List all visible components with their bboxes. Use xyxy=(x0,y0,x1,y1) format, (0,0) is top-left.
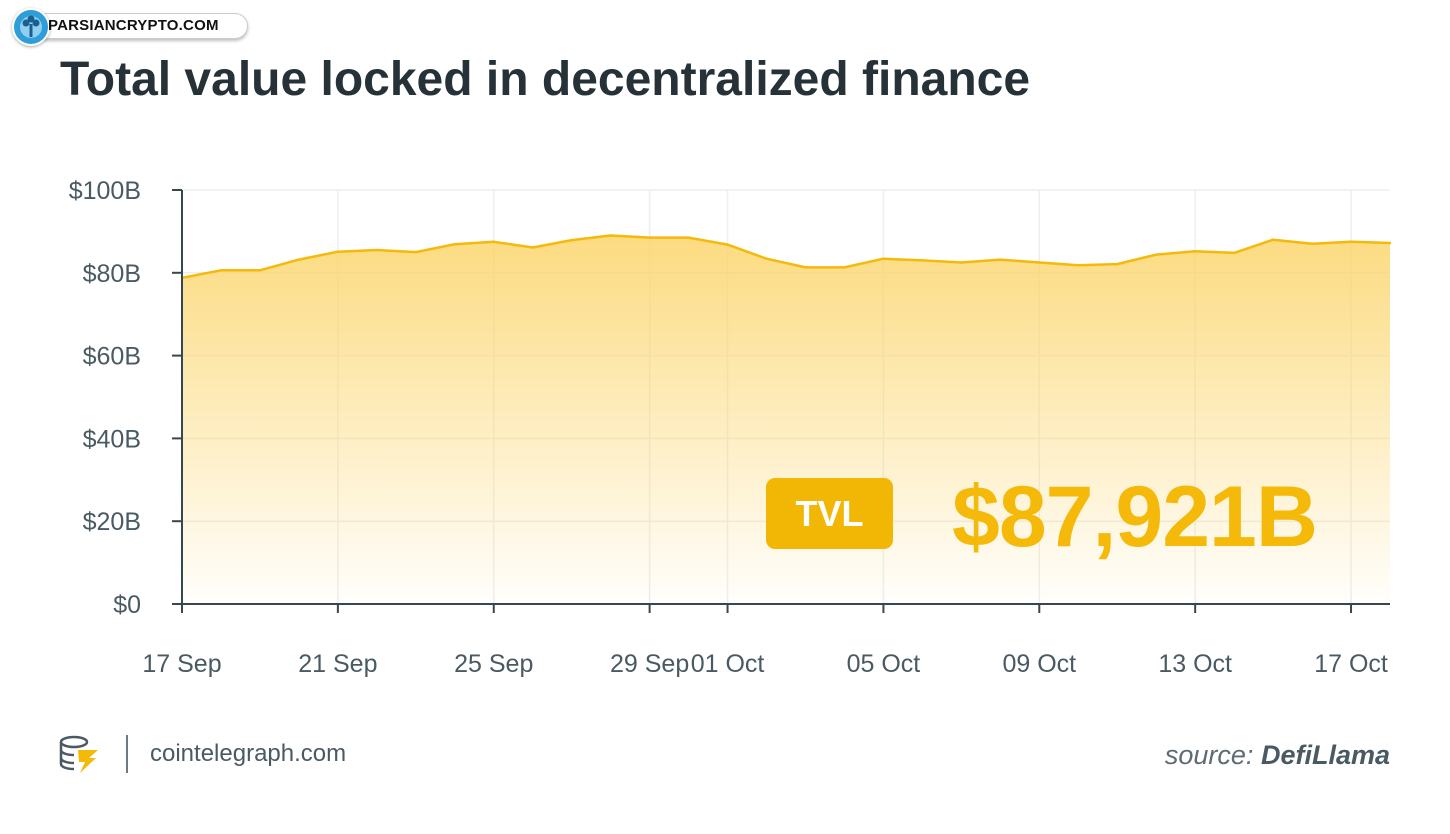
data-point xyxy=(1310,242,1314,246)
data-point xyxy=(999,258,1002,261)
y-tick-label: $80B xyxy=(83,260,141,288)
data-point xyxy=(453,243,456,246)
watermark-pill xyxy=(34,13,248,39)
x-tick-label: 21 Sep xyxy=(298,650,377,678)
chart-title: Total value locked in decentralized fina… xyxy=(60,53,1031,106)
data-point xyxy=(1077,264,1080,267)
tree-logo-icon xyxy=(12,8,50,46)
x-tick-label: 29 Sep xyxy=(610,650,689,678)
x-tick-label: 17 Oct xyxy=(1314,650,1388,678)
y-tick-label: $40B xyxy=(83,425,141,453)
data-point xyxy=(960,261,963,264)
data-point xyxy=(336,250,340,253)
data-point xyxy=(1038,261,1041,264)
x-tick-label: 09 Oct xyxy=(1002,650,1076,678)
watermark-text: PARSIANCRYPTO.COM xyxy=(48,17,219,34)
data-point xyxy=(375,248,379,252)
data-point xyxy=(531,246,534,249)
y-tick-label: $60B xyxy=(83,343,141,371)
x-tick-label: 01 Oct xyxy=(691,650,765,678)
y-tick-label: $100B xyxy=(69,177,141,205)
tvl-series-line xyxy=(181,234,1391,280)
data-point xyxy=(1232,251,1236,255)
source-credit: source: DefiLlama xyxy=(1165,740,1390,771)
footer-site: cointelegraph.com xyxy=(150,740,347,767)
tvl-badge: TVL xyxy=(766,478,893,549)
x-tick-label: 25 Sep xyxy=(454,650,533,678)
data-point xyxy=(804,266,807,269)
y-tick-label: $0 xyxy=(113,591,141,619)
data-point xyxy=(258,269,262,272)
data-point xyxy=(1193,250,1197,253)
data-point xyxy=(1154,253,1158,256)
data-point xyxy=(1349,240,1353,243)
data-point xyxy=(609,234,612,237)
data-point xyxy=(882,257,885,260)
tvl-area-fill xyxy=(182,235,1390,604)
cointelegraph-logo-icon xyxy=(58,734,102,774)
data-point xyxy=(1271,238,1275,241)
data-point xyxy=(921,259,924,262)
data-point xyxy=(843,266,846,269)
source-name: DefiLlama xyxy=(1260,740,1390,770)
footer-separator xyxy=(126,735,128,773)
data-point xyxy=(765,257,768,260)
data-point xyxy=(219,269,223,272)
data-point xyxy=(297,258,301,261)
x-tick-label: 13 Oct xyxy=(1158,650,1232,678)
watermark: PARSIANCRYPTO.COM xyxy=(12,6,248,46)
data-point xyxy=(414,250,418,254)
data-point xyxy=(492,240,495,243)
y-tick-label: $20B xyxy=(83,508,141,536)
data-point xyxy=(687,236,690,239)
tvl-value: $87,921B xyxy=(952,469,1318,565)
data-point xyxy=(570,238,573,242)
x-tick-label: 05 Oct xyxy=(847,650,921,678)
x-tick-label: 17 Sep xyxy=(142,650,221,678)
data-point xyxy=(648,236,651,239)
data-point xyxy=(1388,241,1392,245)
data-point xyxy=(1116,262,1119,266)
data-point xyxy=(726,243,729,246)
source-prefix: source: xyxy=(1164,740,1254,770)
